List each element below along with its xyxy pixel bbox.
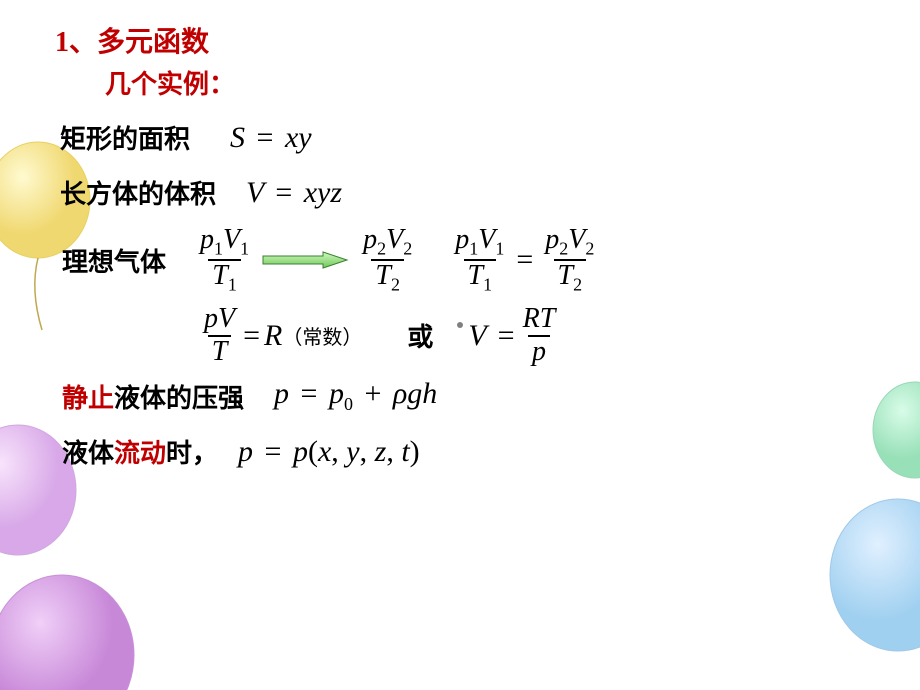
rect-area-label: 矩形的面积 [60, 119, 190, 156]
ideal-gas-eq: p1V1T1 = p2V2T2 [451, 225, 598, 296]
eq-sign-1: = [239, 319, 264, 353]
heading-num: 1 [55, 27, 69, 58]
static-liquid-formula: p = p0 + ρgh [274, 377, 437, 415]
flow-mid: 流动 [114, 439, 166, 468]
flow-post: 时， [166, 439, 218, 468]
heading-subtitle: 几个实例： [105, 64, 890, 101]
or-label: 或 [407, 317, 433, 354]
rt-over-p: RTp [519, 304, 560, 368]
slide-body: 1、多元函数 几个实例： 矩形的面积 S = xy 长方体的体积 V = xyz… [50, 20, 890, 478]
flow-liquid-label: 液体流动时， [62, 433, 218, 470]
flow-pre: 液体 [62, 439, 114, 468]
rect-area-formula: S = xy [230, 121, 312, 155]
const-note: （常数） [282, 321, 362, 350]
cuboid-vol-formula: V = xyz [246, 176, 342, 210]
heading-line1: 1、多元函数 [55, 20, 890, 60]
static-liquid-label: 静止液体的压强 [62, 378, 244, 415]
static-red: 静止 [62, 384, 114, 413]
arrow-icon [261, 250, 351, 270]
ideal-gas-frac1: p1V1T1 [196, 225, 253, 296]
heading-punct: 、 [69, 27, 97, 58]
heading-title: 多元函数 [97, 27, 209, 58]
static-post: 液体的压强 [114, 384, 244, 413]
ideal-gas-label: 理想气体 [62, 242, 166, 279]
V-eq: V = [468, 319, 518, 353]
R-symbol: R [264, 319, 282, 353]
pv-over-t: pVT [200, 304, 239, 368]
ideal-gas-frac2: p2V2T2 [359, 225, 416, 296]
flow-liquid-formula: p = p(x, y, z, t) [238, 435, 420, 469]
cuboid-vol-label: 长方体的体积 [60, 174, 216, 211]
